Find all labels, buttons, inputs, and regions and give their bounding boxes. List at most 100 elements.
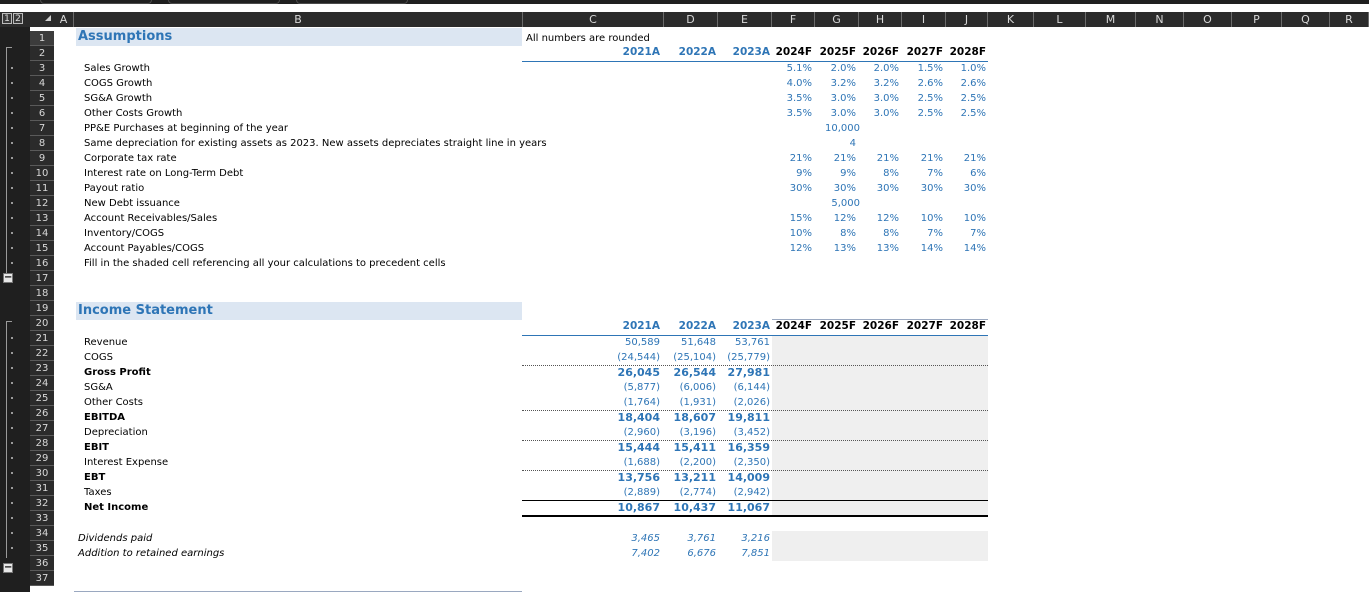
assumption-value-inv-cogs[interactable]: 7%: [927, 228, 943, 239]
assumptions-title[interactable]: Assumptions: [78, 29, 173, 44]
outline-level-2-button[interactable]: 2: [13, 13, 23, 24]
income-value[interactable]: 18,607: [673, 411, 716, 424]
ppe-purchases-value[interactable]: 10,000: [825, 123, 860, 134]
assumption-value-sales-growth[interactable]: 1.0%: [960, 63, 986, 74]
income-line-label[interactable]: Taxes: [84, 487, 112, 498]
assumption-value-cogs-growth[interactable]: 3.2%: [830, 78, 856, 89]
row-header-32[interactable]: 32: [30, 496, 54, 511]
income-value[interactable]: 10,867: [617, 501, 660, 514]
assumption-value-cogs-growth[interactable]: 2.6%: [960, 78, 986, 89]
column-header-m[interactable]: M: [1086, 12, 1136, 27]
income-year-header[interactable]: 2023A: [732, 320, 770, 332]
column-header-a[interactable]: A: [54, 12, 74, 27]
assumptions-year-header[interactable]: 2025F: [819, 46, 856, 58]
assumptions-year-header[interactable]: 2023A: [732, 46, 770, 58]
assumption-value-sales-growth[interactable]: 2.0%: [830, 63, 856, 74]
row-header-6[interactable]: 6: [30, 106, 54, 121]
income-year-header[interactable]: 2027F: [906, 320, 943, 332]
income-year-header[interactable]: 2028F: [949, 320, 986, 332]
assumption-value-ar-sales[interactable]: 12%: [876, 213, 899, 224]
row-header-22[interactable]: 22: [30, 346, 54, 361]
assumption-value-other-growth[interactable]: 3.0%: [830, 108, 856, 119]
income-value[interactable]: 53,761: [735, 337, 770, 348]
income-line-label[interactable]: Gross Profit: [84, 367, 151, 378]
assumption-value-cogs-growth[interactable]: 2.6%: [917, 78, 943, 89]
income-line-label[interactable]: COGS: [84, 352, 113, 363]
row-header-27[interactable]: 27: [30, 421, 54, 436]
income-line-label[interactable]: EBITDA: [84, 412, 126, 423]
assumption-label[interactable]: Same depreciation for existing assets as…: [84, 138, 547, 149]
income-value[interactable]: (1,688): [623, 457, 660, 468]
column-header-l[interactable]: L: [1034, 12, 1086, 27]
income-year-header[interactable]: 2025F: [819, 320, 856, 332]
row-header-31[interactable]: 31: [30, 481, 54, 496]
income-value[interactable]: (2,774): [679, 487, 716, 498]
column-header-k[interactable]: K: [988, 12, 1034, 27]
income-year-header[interactable]: 2021A: [622, 320, 660, 332]
assumption-value-ar-sales[interactable]: 12%: [833, 213, 856, 224]
income-value[interactable]: 10,437: [673, 501, 716, 514]
assumption-value-inv-cogs[interactable]: 8%: [840, 228, 856, 239]
assumption-value-ap-cogs[interactable]: 14%: [963, 243, 986, 254]
income-value[interactable]: 51,648: [681, 337, 716, 348]
row-header-1[interactable]: 1: [30, 31, 54, 46]
income-line-label[interactable]: SG&A: [84, 382, 113, 393]
retained-value[interactable]: 7,851: [741, 548, 770, 559]
assumption-value-ap-cogs[interactable]: 14%: [920, 243, 943, 254]
income-line-label[interactable]: Interest Expense: [84, 457, 169, 468]
column-header-c[interactable]: C: [523, 12, 664, 27]
income-year-header[interactable]: 2024F: [775, 320, 812, 332]
row-header-37[interactable]: 37: [30, 571, 54, 586]
income-value[interactable]: 27,981: [727, 366, 770, 379]
assumption-value-sga-growth[interactable]: 3.5%: [786, 93, 812, 104]
income-statement-title[interactable]: Income Statement: [78, 303, 213, 318]
assumption-value-tax-rate[interactable]: 21%: [876, 153, 899, 164]
dividends-value[interactable]: 3,465: [631, 533, 660, 544]
row-header-16[interactable]: 16: [30, 256, 54, 271]
assumption-value-other-growth[interactable]: 2.5%: [960, 108, 986, 119]
dividends-value[interactable]: 3,216: [741, 533, 770, 544]
assumption-value-sga-growth[interactable]: 2.5%: [960, 93, 986, 104]
column-header-h[interactable]: H: [859, 12, 902, 27]
depreciation-years-value[interactable]: 4: [849, 138, 856, 149]
income-line-label[interactable]: Net Income: [84, 502, 149, 513]
assumption-label[interactable]: Inventory/COGS: [84, 228, 165, 239]
row-header-8[interactable]: 8: [30, 136, 54, 151]
assumption-label[interactable]: New Debt issuance: [84, 198, 180, 209]
retained-value[interactable]: 7,402: [631, 548, 660, 559]
assumption-value-inv-cogs[interactable]: 8%: [883, 228, 899, 239]
income-value[interactable]: 15,411: [673, 441, 716, 454]
assumption-label[interactable]: Account Receivables/Sales: [84, 213, 218, 224]
income-value[interactable]: 26,045: [617, 366, 660, 379]
row-header-26[interactable]: 26: [30, 406, 54, 421]
assumption-label[interactable]: Fill in the shaded cell referencing all …: [84, 258, 446, 269]
assumption-value-sales-growth[interactable]: 2.0%: [873, 63, 899, 74]
income-year-header[interactable]: 2022A: [678, 320, 716, 332]
assumption-value-sales-growth[interactable]: 5.1%: [786, 63, 812, 74]
income-value[interactable]: 13,756: [617, 471, 660, 484]
collapse-group-button[interactable]: −: [3, 562, 13, 573]
column-header-o[interactable]: O: [1184, 12, 1232, 27]
assumption-value-tax-rate[interactable]: 21%: [963, 153, 986, 164]
column-header-b[interactable]: B: [74, 12, 523, 27]
income-value[interactable]: 15,444: [617, 441, 660, 454]
row-header-7[interactable]: 7: [30, 121, 54, 136]
row-header-13[interactable]: 13: [30, 211, 54, 226]
assumption-value-other-growth[interactable]: 2.5%: [917, 108, 943, 119]
income-value[interactable]: 14,009: [727, 471, 770, 484]
assumption-value-payout[interactable]: 30%: [920, 183, 943, 194]
assumption-value-inv-cogs[interactable]: 7%: [970, 228, 986, 239]
assumption-value-payout[interactable]: 30%: [833, 183, 856, 194]
assumptions-year-header[interactable]: 2022A: [678, 46, 716, 58]
assumption-value-sga-growth[interactable]: 3.0%: [873, 93, 899, 104]
income-value[interactable]: (2,960): [623, 427, 660, 438]
row-header-34[interactable]: 34: [30, 526, 54, 541]
assumption-value-ar-sales[interactable]: 10%: [963, 213, 986, 224]
row-header-5[interactable]: 5: [30, 91, 54, 106]
dividends-paid-label[interactable]: Dividends paid: [78, 533, 153, 544]
row-header-30[interactable]: 30: [30, 466, 54, 481]
assumption-value-ap-cogs[interactable]: 12%: [789, 243, 812, 254]
income-value[interactable]: 50,589: [625, 337, 660, 348]
assumption-value-ar-sales[interactable]: 10%: [920, 213, 943, 224]
row-header-24[interactable]: 24: [30, 376, 54, 391]
